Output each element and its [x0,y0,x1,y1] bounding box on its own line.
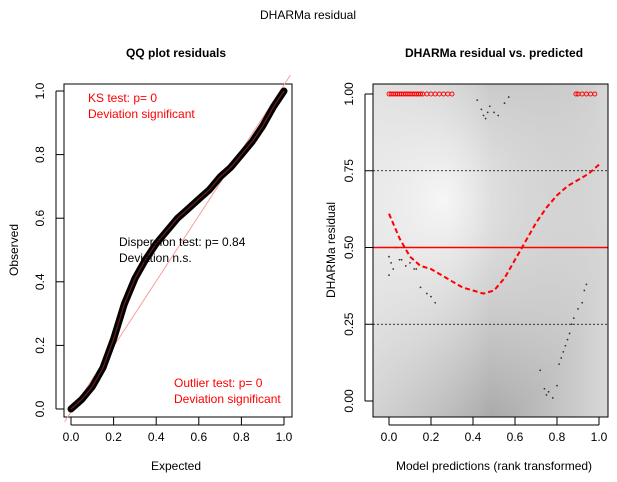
residual-point [476,99,479,102]
qq-x-label: Expected [151,459,201,473]
residual-point [493,111,495,114]
residual-point [434,301,437,304]
residual-y-tick-label: 0.25 [342,312,356,336]
qq-points-curve [67,87,288,413]
qq-y-tick-label: 0.0 [33,400,47,417]
residual-point [539,369,542,372]
residual-outlier-point [573,91,579,97]
residual-outlier-point [592,91,598,97]
residual-point [484,117,487,120]
qq-y-tick-label: 0.6 [33,210,47,227]
residual-point [398,258,401,261]
residual-point [409,261,411,264]
residual-x-tick-label: 0.0 [381,430,398,444]
residual-smooth-line [388,163,600,295]
outlier-deviation-label: Deviation significant [174,392,281,406]
residual-point [568,332,571,335]
residual-point [497,114,500,117]
qq-x-tick-label: 0.0 [63,430,80,444]
residual-points [388,96,588,399]
residual-point [419,286,422,289]
residual-point [562,350,565,353]
residual-y-label: DHARMa residual [324,202,338,298]
dispersion-deviation-label: Deviation n.s. [119,251,192,265]
qq-x-tick-label: 0.4 [148,430,165,444]
residual-x-tick-label: 0.2 [423,430,440,444]
qq-x-tick-label: 0.6 [190,430,207,444]
residual-y-tick-label: 1.00 [342,82,356,106]
residual-outliers [386,91,598,97]
residual-plot-frame [372,83,609,418]
residual-density-overlay [373,84,608,417]
residual-point [488,105,491,108]
residual-x-tick-label: 0.4 [465,430,482,444]
residual-point [415,268,418,270]
qq-plot-frame [63,83,293,418]
residual-point [507,96,510,98]
residual-point [388,255,390,258]
qq-plot-title: QQ plot residuals [126,46,226,60]
residual-point [577,308,579,310]
residual-reference-lines [373,170,608,325]
residual-outlier-point [449,91,455,97]
residual-point [585,283,588,286]
residual-x-tick-label: 0.8 [549,430,566,444]
residual-point [545,393,548,396]
qq-y-tick-label: 0.2 [33,337,47,354]
residual-point [430,295,432,298]
residual-point [560,357,563,359]
residual-y-tick-label: 0.75 [342,159,356,183]
qq-y-tick-label: 0.8 [33,146,47,163]
residual-point [547,390,550,393]
figure-title: DHARMa residual [260,8,356,22]
residual-point [558,363,560,366]
residual-point [486,111,489,114]
residual-point [413,268,416,270]
residual-point [480,108,483,111]
dispersion-test-label: Dispersion test: p= 0.84 [119,235,246,249]
qq-y-tick-label: 1.0 [33,82,47,99]
ks-test-label: KS test: p= 0 [88,91,157,105]
residual-x-tick-label: 0.6 [507,430,524,444]
qq-x-tick-label: 0.8 [233,430,250,444]
residual-point [404,265,407,267]
residual-point [572,317,575,320]
residual-point [390,261,392,264]
residual-point [400,258,403,261]
residual-point [566,338,569,341]
residual-outlier-point [418,91,423,97]
residual-y-axis: 0.00 0.25 0.50 0.75 1.00 [342,82,373,413]
residual-x-axis: 0.0 0.2 0.4 0.6 0.8 1.0 [381,417,608,444]
residual-point [543,387,546,390]
residual-point [551,397,554,399]
residual-point [503,102,506,105]
residual-point [556,384,558,387]
outlier-test-label: Outlier test: p= 0 [174,376,263,390]
residual-x-tick-label: 1.0 [591,430,608,444]
residual-plot-panel: DHARMa residual vs. predicted 0.0 0.2 0.4 0… [324,46,609,473]
residual-point [482,114,485,117]
residual-point [388,274,390,277]
residual-x-label: Model predictions (rank transformed) [396,459,592,473]
residual-y-tick-label: 0.00 [342,389,356,413]
ks-deviation-label: Deviation significant [88,107,195,121]
qq-x-tick-label: 1.0 [276,430,293,444]
qq-x-axis: 0.0 0.2 0.4 0.6 0.8 1.0 [63,417,293,444]
residual-point [425,292,428,295]
residual-y-tick-label: 0.50 [342,235,356,259]
qq-y-label: Observed [7,224,21,276]
residual-point [581,301,584,304]
residual-point [564,344,567,347]
residual-point [570,323,573,326]
residual-point [583,289,586,292]
qq-y-axis: 0.0 0.2 0.4 0.6 0.8 1.0 [33,82,64,417]
qq-points-highlight [70,90,285,410]
qq-plot-panel: QQ plot residuals 0.0 0.2 0.4 0.6 0.8 1.0 0.0… [7,46,293,473]
qq-x-tick-label: 0.2 [105,430,122,444]
residual-point [392,268,395,270]
residual-plot-title: DHARMa residual vs. predicted [405,46,583,60]
qq-y-tick-label: 0.4 [33,273,47,290]
